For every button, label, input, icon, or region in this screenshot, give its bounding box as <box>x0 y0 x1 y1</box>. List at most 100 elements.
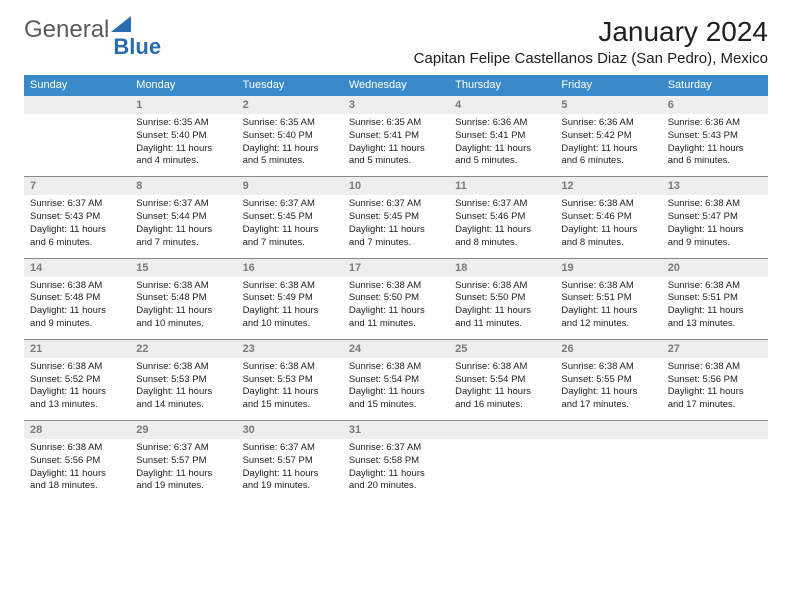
day-body-cell: Sunrise: 6:36 AMSunset: 5:41 PMDaylight:… <box>449 114 555 177</box>
day-number-cell: 22 <box>130 339 236 358</box>
daynum-row: 21222324252627 <box>24 339 768 358</box>
sunset-text: Sunset: 5:57 PM <box>136 455 230 468</box>
sunset-text: Sunset: 5:52 PM <box>30 374 124 387</box>
daylight-text: Daylight: 11 hours and 5 minutes. <box>455 143 549 169</box>
sunrise-text: Sunrise: 6:38 AM <box>561 198 655 211</box>
day-body-cell: Sunrise: 6:37 AMSunset: 5:57 PMDaylight:… <box>130 439 236 501</box>
day-body-cell: Sunrise: 6:38 AMSunset: 5:54 PMDaylight:… <box>343 358 449 421</box>
day-number-cell: 19 <box>555 258 661 277</box>
logo-text-1: General <box>24 16 109 44</box>
day-number-cell: 28 <box>24 421 130 440</box>
daylight-text: Daylight: 11 hours and 10 minutes. <box>136 305 230 331</box>
daylight-text: Daylight: 11 hours and 5 minutes. <box>349 143 443 169</box>
sunset-text: Sunset: 5:51 PM <box>668 292 762 305</box>
sunrise-text: Sunrise: 6:38 AM <box>668 198 762 211</box>
sunrise-text: Sunrise: 6:35 AM <box>136 117 230 130</box>
sunset-text: Sunset: 5:49 PM <box>243 292 337 305</box>
day-body-cell: Sunrise: 6:38 AMSunset: 5:51 PMDaylight:… <box>555 277 661 340</box>
weekday-header: Tuesday <box>237 75 343 96</box>
sunrise-text: Sunrise: 6:38 AM <box>455 280 549 293</box>
location-subtitle: Capitan Felipe Castellanos Diaz (San Ped… <box>414 50 768 67</box>
daylight-text: Daylight: 11 hours and 15 minutes. <box>349 386 443 412</box>
day-body-cell: Sunrise: 6:37 AMSunset: 5:43 PMDaylight:… <box>24 195 130 258</box>
daylight-text: Daylight: 11 hours and 17 minutes. <box>561 386 655 412</box>
daylight-text: Daylight: 11 hours and 11 minutes. <box>455 305 549 331</box>
day-body-cell: Sunrise: 6:38 AMSunset: 5:53 PMDaylight:… <box>130 358 236 421</box>
daylight-text: Daylight: 11 hours and 12 minutes. <box>561 305 655 331</box>
sunrise-text: Sunrise: 6:37 AM <box>349 442 443 455</box>
day-number-cell: 3 <box>343 96 449 115</box>
day-body-cell: Sunrise: 6:38 AMSunset: 5:46 PMDaylight:… <box>555 195 661 258</box>
daynum-row: 14151617181920 <box>24 258 768 277</box>
day-number-cell <box>24 96 130 115</box>
daylight-text: Daylight: 11 hours and 6 minutes. <box>30 224 124 250</box>
weekday-header: Sunday <box>24 75 130 96</box>
sunset-text: Sunset: 5:56 PM <box>30 455 124 468</box>
sunrise-text: Sunrise: 6:37 AM <box>243 442 337 455</box>
sunrise-text: Sunrise: 6:38 AM <box>668 280 762 293</box>
daylight-text: Daylight: 11 hours and 7 minutes. <box>136 224 230 250</box>
sunrise-text: Sunrise: 6:37 AM <box>30 198 124 211</box>
daylight-text: Daylight: 11 hours and 7 minutes. <box>349 224 443 250</box>
weekday-header: Monday <box>130 75 236 96</box>
day-number-cell: 30 <box>237 421 343 440</box>
day-number-cell: 9 <box>237 177 343 196</box>
day-number-cell: 20 <box>662 258 768 277</box>
sunset-text: Sunset: 5:42 PM <box>561 130 655 143</box>
daylight-text: Daylight: 11 hours and 10 minutes. <box>243 305 337 331</box>
daylight-text: Daylight: 11 hours and 13 minutes. <box>668 305 762 331</box>
daybody-row: Sunrise: 6:38 AM Sunset: 5:48 PM Daylight:… <box>24 277 768 340</box>
day-body-cell: Sunrise: 6:38 AMSunset: 5:48 PMDaylight:… <box>130 277 236 340</box>
daylight-text: Daylight: 11 hours and 17 minutes. <box>668 386 762 412</box>
sunset-text: Sunset: 5:47 PM <box>668 211 762 224</box>
sunrise-text: Sunrise: 6:37 AM <box>136 442 230 455</box>
sunset-text: Sunset: 5:58 PM <box>349 455 443 468</box>
day-body-cell: Sunrise: 6:38 AMSunset: 5:56 PMDaylight:… <box>662 358 768 421</box>
daylight-text: Daylight: 11 hours and 19 minutes. <box>136 468 230 494</box>
daylight-text: Daylight: 11 hours and 6 minutes. <box>561 143 655 169</box>
day-number-cell: 10 <box>343 177 449 196</box>
daynum-row: 78910111213 <box>24 177 768 196</box>
sunset-text: Sunset: 5:51 PM <box>561 292 655 305</box>
sunrise-text: Sunrise: 6:35 AM <box>349 117 443 130</box>
sunset-text: Sunset: 5:46 PM <box>561 211 655 224</box>
sunrise-text: Sunrise: 6:38 AM <box>30 361 124 374</box>
daylight-text: Daylight: 11 hours and 15 minutes. <box>243 386 337 412</box>
day-body-cell: Sunrise: 6:36 AMSunset: 5:42 PMDaylight:… <box>555 114 661 177</box>
day-number-cell: 18 <box>449 258 555 277</box>
sunrise-text: Sunrise: 6:37 AM <box>243 198 337 211</box>
day-body-cell: Sunrise: 6:38 AMSunset: 5:49 PMDaylight:… <box>237 277 343 340</box>
logo-text-2: Blue <box>113 34 161 60</box>
day-body-cell: Sunrise: 6:38 AMSunset: 5:47 PMDaylight:… <box>662 195 768 258</box>
sunrise-text: Sunrise: 6:38 AM <box>455 361 549 374</box>
sunrise-text: Sunrise: 6:36 AM <box>561 117 655 130</box>
day-number-cell: 4 <box>449 96 555 115</box>
sunset-text: Sunset: 5:48 PM <box>30 292 124 305</box>
sunset-text: Sunset: 5:43 PM <box>30 211 124 224</box>
weekday-header: Thursday <box>449 75 555 96</box>
sunset-text: Sunset: 5:43 PM <box>668 130 762 143</box>
daylight-text: Daylight: 11 hours and 7 minutes. <box>243 224 337 250</box>
day-number-cell: 7 <box>24 177 130 196</box>
sunset-text: Sunset: 5:50 PM <box>455 292 549 305</box>
daylight-text: Daylight: 11 hours and 8 minutes. <box>455 224 549 250</box>
sunrise-text: Sunrise: 6:36 AM <box>668 117 762 130</box>
day-body-cell: Sunrise: 6:35 AMSunset: 5:41 PMDaylight:… <box>343 114 449 177</box>
day-body-cell <box>662 439 768 501</box>
day-body-cell <box>449 439 555 501</box>
day-body-cell: Sunrise: 6:35 AMSunset: 5:40 PMDaylight:… <box>130 114 236 177</box>
sunset-text: Sunset: 5:44 PM <box>136 211 230 224</box>
daylight-text: Daylight: 11 hours and 5 minutes. <box>243 143 337 169</box>
sunset-text: Sunset: 5:50 PM <box>349 292 443 305</box>
sunrise-text: Sunrise: 6:38 AM <box>561 280 655 293</box>
weekday-header: Friday <box>555 75 661 96</box>
daylight-text: Daylight: 11 hours and 11 minutes. <box>349 305 443 331</box>
daybody-row: Sunrise: 6:37 AMSunset: 5:43 PMDaylight:… <box>24 195 768 258</box>
day-body-cell: Sunrise: 6:37 AMSunset: 5:58 PMDaylight:… <box>343 439 449 501</box>
day-number-cell: 14 <box>24 258 130 277</box>
sunset-text: Sunset: 5:53 PM <box>243 374 337 387</box>
day-body-cell <box>24 114 130 177</box>
sunrise-text: Sunrise: 6:38 AM <box>349 361 443 374</box>
sunrise-text: Sunrise: 6:35 AM <box>243 117 337 130</box>
daylight-text: Daylight: 11 hours and 20 minutes. <box>349 468 443 494</box>
